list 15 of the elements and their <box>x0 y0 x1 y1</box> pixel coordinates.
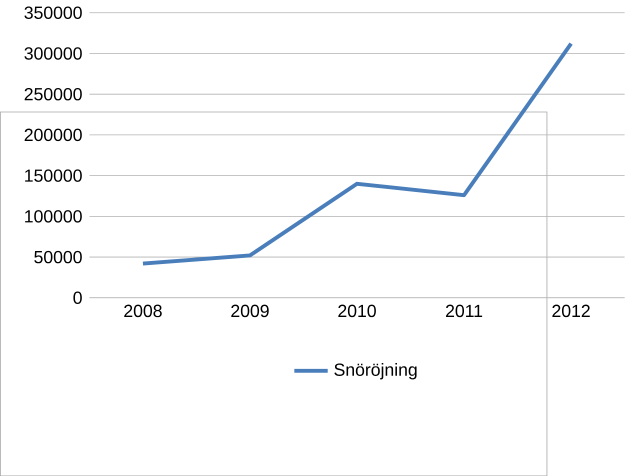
y-tick-label: 300000 <box>24 47 82 60</box>
y-tick-label: 0 <box>73 291 82 304</box>
x-tick-label: 2011 <box>446 304 482 318</box>
y-tick-label: 250000 <box>24 88 82 100</box>
line-series <box>140 42 574 266</box>
x-tick-label: 2008 <box>124 304 162 318</box>
y-tick-label: 50000 <box>34 250 82 264</box>
x-tick-label: 2010 <box>338 304 376 318</box>
legend-label: Snöröjning <box>334 362 417 380</box>
y-tick-label: 100000 <box>25 210 82 222</box>
y-tick-label: 150000 <box>25 169 82 182</box>
y-tick-label: 200000 <box>24 128 82 142</box>
y-tick-label: 350000 <box>24 6 82 19</box>
x-tick-label: 2012 <box>552 304 590 318</box>
x-tick-label: 2009 <box>231 304 269 318</box>
